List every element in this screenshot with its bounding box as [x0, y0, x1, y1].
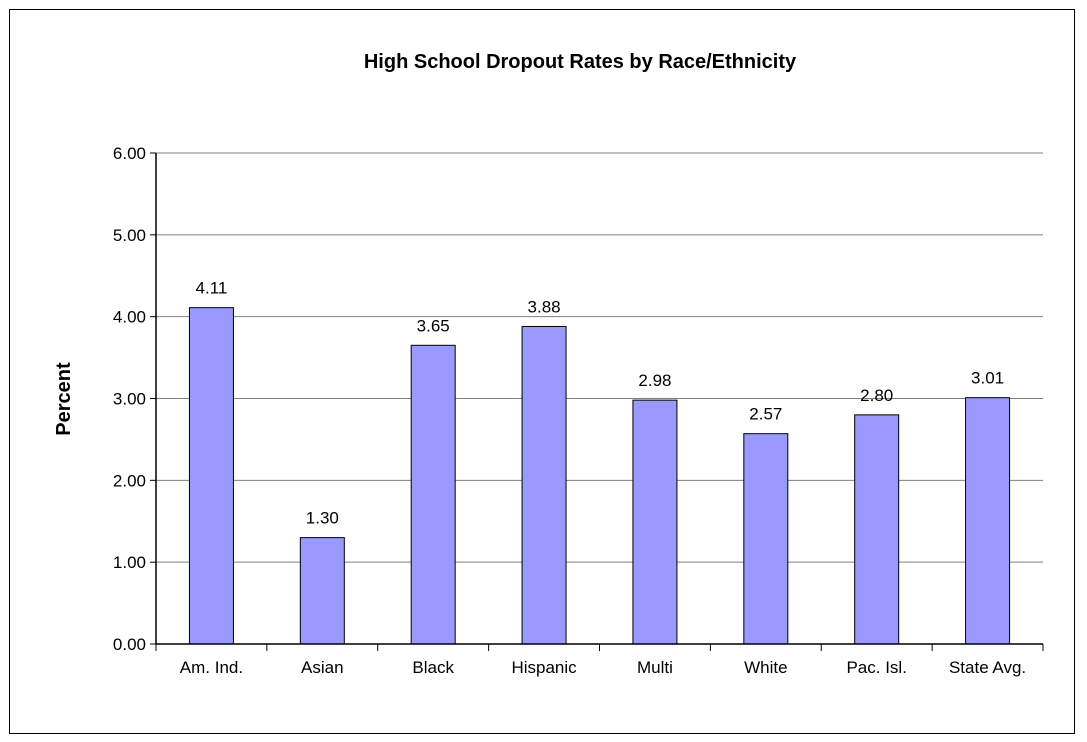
bar-pac-isl	[854, 414, 900, 645]
bar-asian	[299, 537, 345, 645]
y-tick-label: 4.00	[113, 308, 146, 327]
x-tick-label: Am. Ind.	[180, 658, 243, 677]
bars	[188, 307, 1011, 645]
x-tick-label: Black	[412, 658, 454, 677]
data-label: 2.80	[860, 386, 893, 405]
data-label: 2.98	[638, 371, 671, 390]
x-tick-label: Hispanic	[511, 658, 577, 677]
data-label: 4.11	[196, 279, 228, 298]
y-tick-label: 2.00	[113, 471, 146, 490]
x-tick-labels: Am. Ind. Asian Black Hispanic Multi White Pac.…	[180, 658, 1026, 677]
bar-state-avg	[965, 397, 1011, 645]
y-tick-label: 5.00	[113, 226, 146, 245]
bar-am-ind	[188, 307, 234, 645]
bar-hispanic	[521, 325, 567, 645]
y-tick-label: 3.00	[113, 390, 146, 409]
data-labels: 4.11 1.30 3.65 3.88 2.98 2.57 2.80 3.01	[196, 279, 1005, 528]
y-tick-label: 6.00	[113, 144, 146, 163]
data-label: 3.88	[528, 297, 561, 316]
axes	[150, 152, 1044, 651]
x-tick-label: State Avg.	[949, 658, 1026, 677]
bar-white	[743, 433, 789, 645]
x-tick-label: Pac. Isl.	[846, 658, 906, 677]
y-axis-label: Percent	[53, 362, 75, 436]
data-label: 1.30	[306, 509, 339, 528]
x-tick-label: Asian	[301, 658, 344, 677]
bar-multi	[632, 399, 678, 645]
bar-black	[410, 344, 456, 645]
data-label: 3.01	[971, 369, 1004, 388]
y-tick-labels: 0.00 1.00 2.00 3.00 4.00 5.00 6.00	[113, 144, 146, 654]
y-tick-label: 1.00	[113, 553, 146, 572]
gridlines	[156, 152, 1043, 563]
data-label: 3.65	[417, 316, 450, 335]
data-label: 2.57	[749, 405, 782, 424]
y-tick-label: 0.00	[113, 635, 146, 654]
x-tick-label: White	[744, 658, 787, 677]
chart-title: High School Dropout Rates by Race/Ethnic…	[364, 51, 797, 73]
x-tick-label: Multi	[637, 658, 673, 677]
